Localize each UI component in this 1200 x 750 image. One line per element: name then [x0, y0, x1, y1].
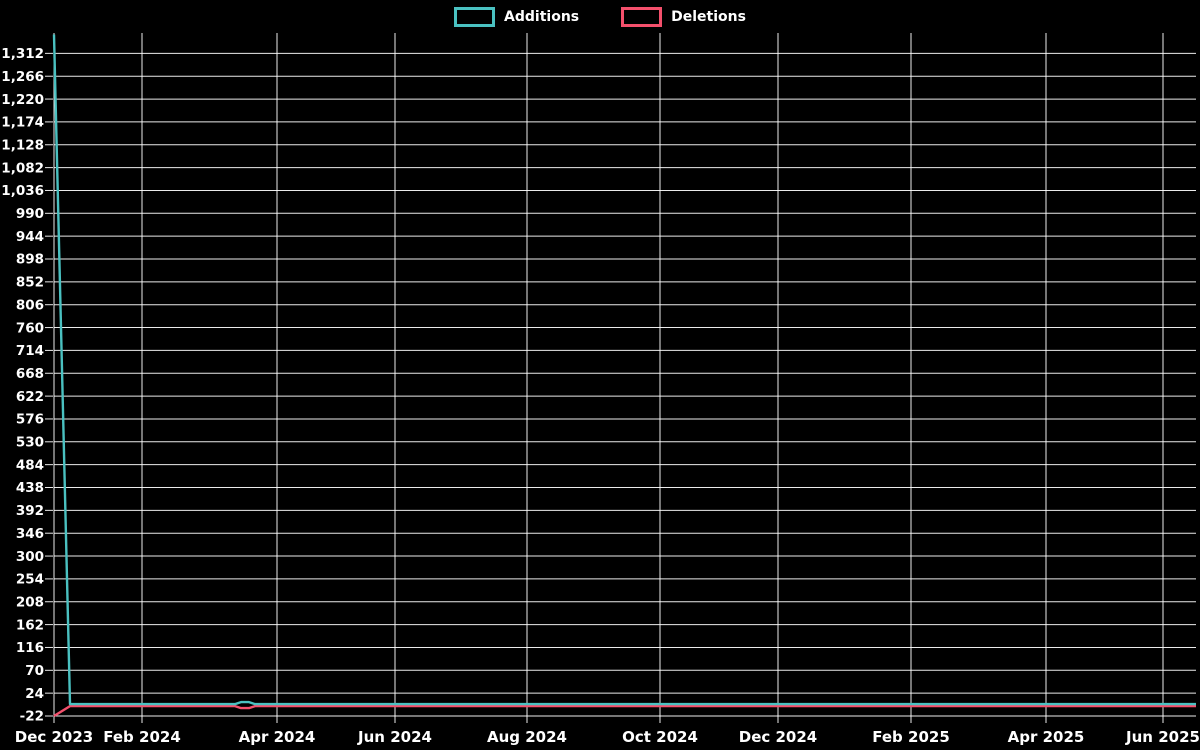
y-tick-label: 852 — [16, 275, 44, 291]
y-tick-label: 714 — [16, 343, 44, 359]
y-tick-label: 208 — [16, 594, 44, 610]
y-tick-label: 300 — [16, 549, 44, 565]
series-lines — [52, 34, 1196, 718]
y-tick-label: 530 — [16, 435, 44, 451]
legend-item-deletions[interactable]: Deletions — [621, 7, 746, 27]
y-tick-label: 1,036 — [1, 183, 44, 199]
x-tick-label: Dec 2023 — [15, 728, 94, 746]
legend-label-additions: Additions — [504, 9, 580, 25]
series-line-additions — [52, 34, 1196, 706]
y-tick-label: 1,266 — [1, 69, 44, 85]
y-tick-label: 944 — [16, 229, 44, 245]
y-tick-label: 1,174 — [1, 115, 44, 131]
y-tick-label: 1,082 — [1, 160, 44, 176]
x-tick-label: Dec 2024 — [739, 728, 818, 746]
x-tick-label: Aug 2024 — [487, 728, 567, 746]
y-tick-label: 162 — [16, 617, 44, 633]
y-tick-label: 438 — [16, 480, 44, 496]
x-tick-label: Feb 2024 — [103, 728, 181, 746]
y-tick-label: -22 — [20, 709, 44, 725]
legend-item-additions[interactable]: Additions — [454, 7, 579, 27]
y-tick-label: 576 — [16, 412, 44, 428]
y-tick-label: 70 — [25, 663, 44, 679]
y-tick-label: 484 — [16, 457, 44, 473]
y-tick-label: 898 — [16, 252, 44, 268]
legend-label-deletions: Deletions — [671, 9, 746, 25]
x-tick-label: Apr 2024 — [239, 728, 316, 746]
chart-legend: Additions Deletions — [0, 7, 1200, 27]
series-line-deletions — [53, 704, 1196, 718]
x-tick-label: Apr 2025 — [1008, 728, 1085, 746]
y-tick-label: 760 — [16, 320, 44, 336]
grid-lines — [53, 33, 1196, 717]
y-tick-label: 116 — [16, 640, 44, 656]
x-tick-label: Jun 2024 — [357, 728, 432, 746]
y-tick-label: 24 — [25, 686, 44, 702]
legend-swatch-additions — [454, 7, 496, 27]
y-tick-label: 806 — [16, 297, 44, 313]
x-tick-label: Jun 2025 — [1125, 728, 1200, 746]
legend-swatch-deletions — [621, 7, 663, 27]
y-tick-label: 1,312 — [1, 46, 44, 62]
x-tick-label: Feb 2025 — [872, 728, 950, 746]
y-tick-label: 622 — [16, 389, 44, 405]
y-tick-label: 1,128 — [1, 137, 44, 153]
y-tick-label: 1,220 — [1, 92, 44, 108]
axis-labels: Dec 2023 Feb 2024 Apr 2024 Jun 2024 Aug 2024… — [1, 46, 1200, 746]
x-tick-label: Oct 2024 — [622, 728, 698, 746]
y-tick-label: 990 — [16, 206, 44, 222]
y-tick-label: 392 — [16, 503, 44, 519]
y-tick-label: 668 — [16, 366, 44, 382]
y-tick-label: 254 — [16, 572, 44, 588]
axis-ticks — [45, 52, 1164, 723]
y-tick-label: 346 — [16, 526, 44, 542]
